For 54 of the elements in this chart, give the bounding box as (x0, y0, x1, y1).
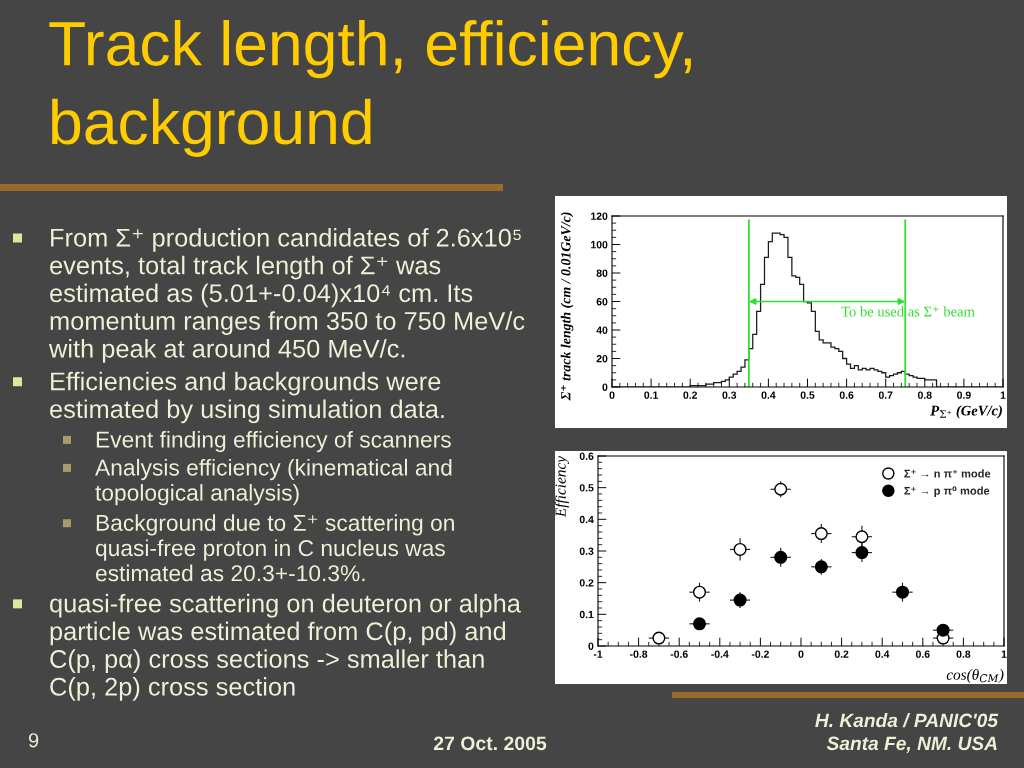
x-tick-label: 1 (1000, 391, 1006, 399)
x-tick-label: 0.1 (644, 391, 659, 399)
x-axis-title: cos(θ$_{CM}$) (946, 668, 1004, 683)
x-tick-label: 1 (1001, 650, 1007, 658)
text: 9 (28, 733, 39, 748)
y-tick-label: 40 (596, 326, 608, 334)
x-tick-label: 0 (609, 391, 615, 399)
text: Efficiencies and backgrounds were estimated by using simulation data. (50, 371, 444, 424)
x-tick-label: 0.4 (761, 391, 776, 399)
x-tick-label: 0.6 (839, 391, 854, 399)
x-tick-label: -1 (593, 650, 603, 658)
x-tick-label: 0.2 (834, 650, 849, 658)
x-tick-label: -0.6 (670, 650, 688, 658)
x-tick-label: 0.7 (878, 391, 893, 399)
x-tick-label: 0.4 (875, 650, 890, 658)
y-axis-title: Efficiency (554, 455, 569, 518)
x-tick-label: 0.3 (722, 391, 737, 399)
y-tick-label: 100 (591, 241, 608, 249)
y-tick-label: 0.1 (579, 610, 594, 619)
legend-label: Σ⁺ → n π⁺ mode (904, 469, 991, 478)
x-tick-label: 0.2 (683, 391, 698, 399)
y-axis-title: Σ⁺ track length (cm / 0.01GeV/c) (560, 212, 574, 401)
y-tick-label: 0.2 (579, 579, 594, 587)
x-tick-label: 0.6 (915, 650, 930, 658)
x-tick-label: 0.8 (956, 650, 971, 658)
y-tick-label: 80 (596, 269, 608, 277)
text: Track length, efficiency, background (49, 20, 691, 157)
y-tick-label: 0 (602, 383, 608, 391)
text: Santa Fe, NM. USA (826, 736, 997, 753)
x-axis-title: P$_{Σ⁺}$ (GeV/c) (930, 405, 1002, 419)
x-tick-label: 0.8 (917, 391, 932, 399)
y-tick-label: 120 (591, 212, 608, 220)
x-tick-label: 0.9 (957, 391, 971, 399)
legend-label: Σ⁺ → p π⁰ mode (904, 486, 990, 497)
y-tick-label: 20 (596, 355, 608, 363)
x-tick-label: -0.4 (711, 650, 729, 658)
x-tick-label: 0.5 (800, 391, 815, 399)
y-tick-label: 0.3 (579, 547, 594, 555)
y-tick-label: 0 (588, 642, 594, 650)
text: Background due to Σ⁺ scattering on quasi-free proton in C nucleus was estimated as 20.3+-10.3%. (95, 514, 454, 582)
y-tick-label: 60 (596, 298, 608, 306)
text: quasi-free scattering on deuteron or alpha particle was estimated from C(p, pd) and C(p, pα) cross sections -> smaller than C(p, 2p) cross section (50, 593, 521, 701)
text: From Σ⁺ production candidates of 2.6x10⁵ events, total track length of Σ⁺ was estimated as (5.01+-0.04)x10⁴ cm. Its momentum ranges from 350 to 750 MeV/c with peak at around 450 MeV/c. (48, 228, 525, 363)
text: Event finding efficiency of scanners (96, 430, 451, 453)
text: 27 Oct. 2005 (433, 736, 547, 751)
y-tick-label: 0.4 (579, 515, 594, 524)
text: H. Kanda / PANIC'05 (815, 713, 999, 728)
y-tick-label: 0.6 (579, 452, 594, 460)
x-tick-label: -0.2 (751, 650, 769, 658)
x-tick-label: 0 (798, 650, 804, 658)
text: Analysis efficiency (kinematical and topological analysis) (95, 458, 452, 506)
x-tick-label: -0.8 (630, 650, 648, 658)
annotation: To be used as Σ⁺ beam (841, 306, 975, 317)
y-tick-label: 0.5 (579, 484, 594, 492)
